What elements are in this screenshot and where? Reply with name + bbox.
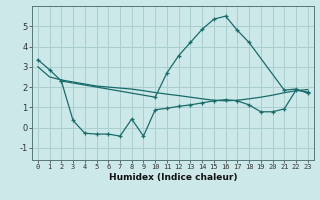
X-axis label: Humidex (Indice chaleur): Humidex (Indice chaleur): [108, 173, 237, 182]
